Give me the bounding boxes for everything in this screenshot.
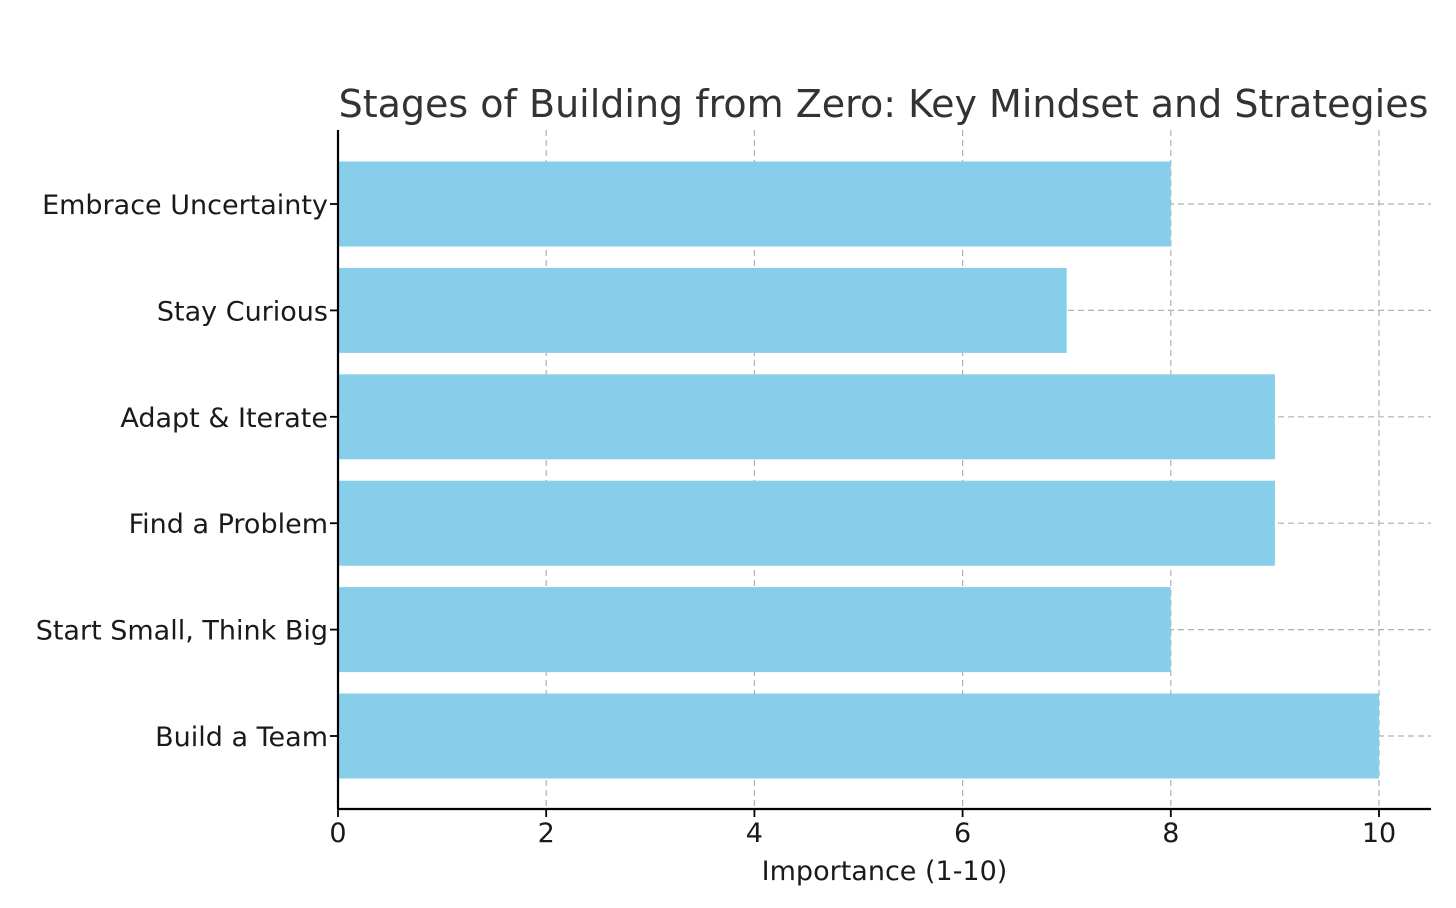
axes — [330, 130, 1431, 817]
y-tick-label: Start Small, Think Big — [36, 616, 328, 647]
bar — [338, 161, 1171, 247]
y-tick-labels: Embrace Uncertainty Stay Curious Adapt & I… — [36, 190, 328, 753]
bar — [338, 267, 1067, 353]
x-axis-label: Importance (1-10) — [762, 856, 1008, 887]
chart-title: Stages of Building from Zero: Key Mindse… — [339, 82, 1429, 126]
bar — [338, 374, 1275, 460]
y-tick-label: Build a Team — [155, 722, 328, 753]
x-tick-labels: 0 2 4 6 8 10 — [329, 818, 1396, 849]
x-tick-label: 10 — [1362, 818, 1396, 849]
y-tick-label: Find a Problem — [129, 509, 328, 540]
y-tick-label: Stay Curious — [157, 296, 328, 327]
bar — [338, 587, 1171, 673]
bar — [338, 693, 1379, 779]
x-tick-label: 2 — [538, 818, 555, 849]
y-tick-label: Adapt & Iterate — [120, 403, 328, 434]
x-tick-label: 8 — [1162, 818, 1179, 849]
x-tick-label: 0 — [329, 818, 346, 849]
bars — [338, 161, 1379, 779]
y-tick-label: Embrace Uncertainty — [42, 190, 328, 221]
x-tick-label: 6 — [954, 818, 971, 849]
x-tick-label: 4 — [746, 818, 763, 849]
bar — [338, 480, 1275, 566]
